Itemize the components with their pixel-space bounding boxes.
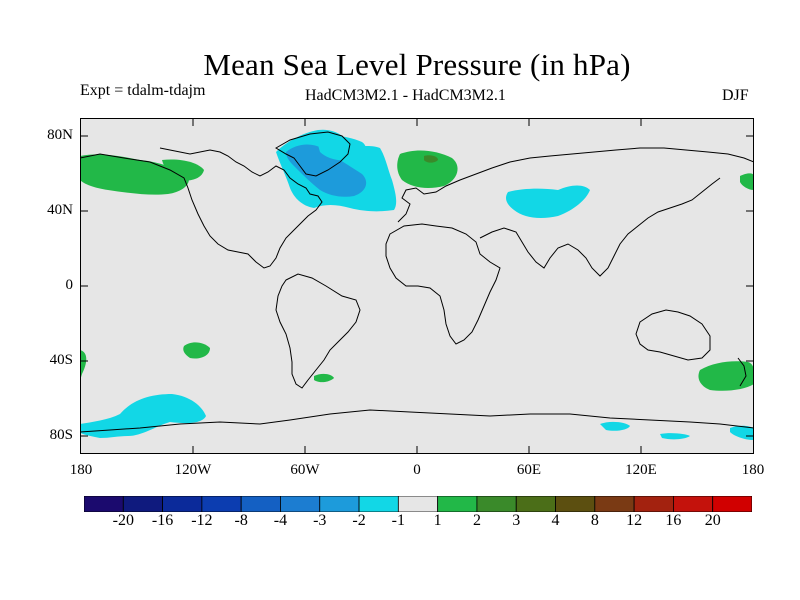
colorbar-box: [594, 496, 635, 512]
positive-anomaly-scandinavia: [397, 150, 458, 188]
colorbar-label: 2: [472, 512, 481, 529]
colorbar-label: -16: [151, 512, 174, 529]
colorbar-box: [397, 496, 439, 512]
colorbar-box: [84, 496, 124, 512]
coastlines: [80, 131, 754, 433]
colorbar-box: [515, 496, 556, 512]
season-label: DJF: [722, 87, 749, 104]
positive-anomaly-south-atlantic: [314, 373, 334, 383]
experiment-label: Expt = tdalm-tdajm: [80, 82, 206, 99]
lon-label-60w: 60W: [290, 462, 320, 478]
colorbar-box: [319, 496, 360, 512]
coast-europe-asia: [397, 147, 754, 223]
lat-label-0: 0: [65, 277, 74, 293]
positive-anomaly-east-siberia: [740, 173, 754, 190]
lon-label-120e: 120E: [625, 462, 657, 478]
coast-south-america: [275, 273, 361, 389]
coast-antarctica: [80, 409, 754, 433]
coast-africa: [385, 223, 501, 345]
negative-anomaly-amundsen-sea: [80, 394, 206, 438]
lon-label-0: 0: [413, 462, 421, 478]
colorbar-box: [240, 496, 281, 512]
colorbar-box: [122, 496, 163, 512]
colorbar-label: -20: [112, 512, 134, 529]
lon-label-180e: 180: [741, 462, 765, 478]
map-ticks: [80, 118, 754, 454]
colorbar: [84, 496, 752, 512]
colorbar-label: 16: [665, 512, 682, 529]
colorbar-label: 8: [590, 512, 599, 529]
colorbar-label: -2: [352, 512, 366, 529]
negative-anomaly-antarctic-east: [660, 433, 690, 440]
colorbar-box: [437, 496, 478, 512]
negative-anomaly-ross-sea: [600, 421, 630, 431]
colorbar-label: 4: [551, 512, 560, 529]
model-comparison-label: HadCM3M2.1 - HadCM3M2.1: [305, 87, 506, 104]
coast-south-asia: [479, 177, 721, 277]
lat-label-80s: 80S: [49, 427, 73, 443]
lon-label-120w: 120W: [174, 462, 212, 478]
positive-anomaly-western-canada: [162, 159, 204, 181]
lat-label-40s: 40S: [49, 352, 73, 368]
colorbar-box: [280, 496, 321, 512]
colorbar-label: -8: [234, 512, 248, 529]
anomaly-shading: [80, 129, 754, 440]
coast-north-america: [80, 147, 323, 269]
lon-label-180w: 180: [69, 462, 93, 478]
colorbar-box: [358, 496, 399, 512]
lat-label-40n: 40N: [47, 202, 73, 218]
colorbar-box: [476, 496, 517, 512]
lon-label-60e: 60E: [516, 462, 542, 478]
colorbar-label: -12: [191, 512, 213, 529]
colorbar-box: [673, 496, 714, 512]
negative-anomaly-arctic-patch: [316, 135, 367, 161]
positive-anomaly-southern-indian-east: [698, 361, 754, 391]
colorbar-box: [633, 496, 674, 512]
coast-greenland: [275, 131, 351, 177]
colorbar-label: 3: [512, 512, 521, 529]
map-title: Mean Sea Level Pressure (in hPa): [203, 47, 631, 82]
positive-anomaly-north-pacific: [80, 154, 189, 195]
coast-new-zealand: [737, 357, 747, 387]
positive-anomaly-south-pacific-west: [80, 350, 87, 388]
positive-anomaly-scandinavia-core: [424, 155, 438, 163]
colorbar-box: [712, 496, 752, 512]
positive-anomaly-south-pacific-mid: [183, 342, 210, 359]
world-map: [80, 118, 754, 454]
colorbar-label: 12: [626, 512, 643, 529]
colorbar-label: -1: [391, 512, 406, 529]
colorbar-box: [201, 496, 242, 512]
lat-label-80n: 80N: [47, 127, 73, 143]
colorbar-label: -4: [273, 512, 288, 529]
colorbar-box: [555, 496, 596, 512]
colorbar-label: 1: [433, 512, 442, 529]
colorbar-box: [162, 496, 203, 512]
colorbar-label: -3: [313, 512, 327, 529]
colorbar-label: 20: [704, 512, 721, 529]
coast-australia: [635, 309, 711, 361]
negative-anomaly-central-asia: [506, 185, 590, 218]
